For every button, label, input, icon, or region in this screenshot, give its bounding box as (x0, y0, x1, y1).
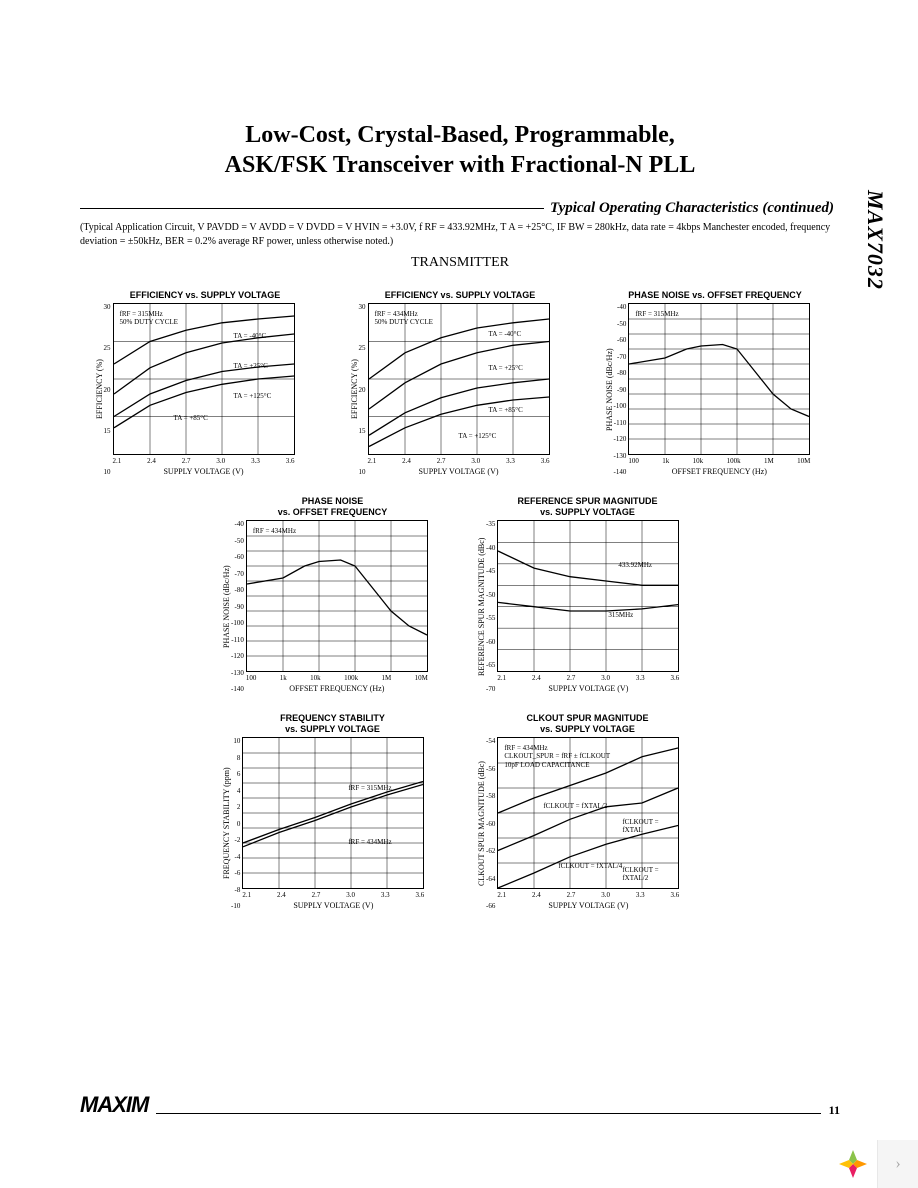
y-axis-ticks: 3025201510 (104, 303, 113, 476)
x-axis-label: OFFSET FREQUENCY (Hz) (246, 682, 428, 693)
maxim-logo: MAXIM (80, 1092, 148, 1118)
y-axis-label: PHASE NOISE (dBc/Hz) (603, 303, 614, 476)
plot-area: fRF = 434MHz (246, 520, 428, 672)
plot-area: fRF = 315MHz 50% DUTY CYCLETA = -40°CTA … (113, 303, 295, 455)
subtitle-row: Typical Operating Characteristics (conti… (80, 200, 840, 217)
test-conditions: (Typical Application Circuit, V PAVDD = … (80, 221, 840, 249)
viewer-widget: › (829, 1140, 918, 1188)
x-axis-ticks: 2.12.42.73.03.33.6 (497, 889, 679, 899)
chart-3: PHASE NOISE vs. OFFSET FREQUENCYPHASE NO… (220, 496, 445, 693)
footer-rule (156, 1113, 820, 1114)
chart-body: EFFICIENCY (%)3025201510fRF = 315MHz 50%… (93, 303, 318, 476)
viewer-logo-icon[interactable] (829, 1140, 877, 1188)
y-axis-ticks: 1086420-2-4-6-8-10 (231, 737, 242, 910)
section-subtitle: Typical Operating Characteristics (conti… (544, 200, 840, 217)
next-page-button[interactable]: › (877, 1140, 918, 1188)
chart-1: EFFICIENCY vs. SUPPLY VOLTAGEEFFICIENCY … (348, 279, 573, 476)
y-axis-ticks: -35-40-45-50-55-60-65-70 (486, 520, 497, 693)
y-axis-ticks: -40-50-60-70-80-90-100-110-120-130-140 (614, 303, 629, 476)
x-axis-label: SUPPLY VOLTAGE (V) (113, 465, 295, 476)
x-axis-label: SUPPLY VOLTAGE (V) (242, 899, 424, 910)
page-title: Low-Cost, Crystal-Based, Programmable, A… (80, 120, 840, 180)
chart-body: PHASE NOISE (dBc/Hz)-40-50-60-70-80-90-1… (603, 303, 828, 476)
chart-body: FREQUENCY STABILITY (ppm)1086420-2-4-6-8… (220, 737, 445, 910)
chart-title: FREQUENCY STABILITY vs. SUPPLY VOLTAGE (220, 713, 445, 735)
subtitle-rule-left (80, 208, 544, 209)
chart-title: REFERENCE SPUR MAGNITUDE vs. SUPPLY VOLT… (475, 496, 700, 518)
chart-title: EFFICIENCY vs. SUPPLY VOLTAGE (93, 279, 318, 301)
chart-title: PHASE NOISE vs. OFFSET FREQUENCY (603, 279, 828, 301)
x-axis-ticks: 1001k10k100k1M10M (246, 672, 428, 682)
x-axis-ticks: 2.12.42.73.03.33.6 (368, 455, 550, 465)
chart-body: EFFICIENCY (%)3025201510fRF = 434MHz 50%… (348, 303, 573, 476)
x-axis-ticks: 2.12.42.73.03.33.6 (497, 672, 679, 682)
layout-spacer (90, 713, 190, 714)
chart-title: PHASE NOISE vs. OFFSET FREQUENCY (220, 496, 445, 518)
y-axis-label: PHASE NOISE (dBc/Hz) (220, 520, 231, 693)
x-axis-ticks: 1001k10k100k1M10M (628, 455, 810, 465)
plot-area: fRF = 315MHzfRF = 434MHz (242, 737, 424, 889)
title-line-2: ASK/FSK Transceiver with Fractional-N PL… (225, 152, 696, 178)
y-axis-ticks: -40-50-60-70-80-90-100-110-120-130-140 (231, 520, 246, 693)
x-axis-label: OFFSET FREQUENCY (Hz) (628, 465, 810, 476)
page-content: Low-Cost, Crystal-Based, Programmable, A… (80, 120, 840, 910)
x-axis-label: SUPPLY VOLTAGE (V) (368, 465, 550, 476)
layout-spacer (90, 496, 190, 497)
plot-area: fRF = 315MHz (628, 303, 810, 455)
chart-title: CLKOUT SPUR MAGNITUDE vs. SUPPLY VOLTAGE (475, 713, 700, 735)
layout-spacer (730, 713, 830, 714)
y-axis-ticks: 3025201510 (359, 303, 368, 476)
x-axis-ticks: 2.12.42.73.03.33.6 (113, 455, 295, 465)
x-axis-ticks: 2.12.42.73.03.33.6 (242, 889, 424, 899)
y-axis-ticks: -54-56-58-60-62-64-66 (486, 737, 497, 910)
page-footer: MAXIM 11 (80, 1092, 840, 1118)
y-axis-label: EFFICIENCY (%) (93, 303, 104, 476)
chart-5: FREQUENCY STABILITY vs. SUPPLY VOLTAGEFR… (220, 713, 445, 910)
chart-title: EFFICIENCY vs. SUPPLY VOLTAGE (348, 279, 573, 301)
charts-grid: EFFICIENCY vs. SUPPLY VOLTAGEEFFICIENCY … (80, 279, 840, 910)
y-axis-label: EFFICIENCY (%) (348, 303, 359, 476)
chart-body: REFERENCE SPUR MAGNITUDE (dBc)-35-40-45-… (475, 520, 700, 693)
chart-2: PHASE NOISE vs. OFFSET FREQUENCYPHASE NO… (603, 279, 828, 476)
y-axis-label: FREQUENCY STABILITY (ppm) (220, 737, 231, 910)
chart-4: REFERENCE SPUR MAGNITUDE vs. SUPPLY VOLT… (475, 496, 700, 693)
plot-area: 433.92MHz315MHz (497, 520, 679, 672)
chart-0: EFFICIENCY vs. SUPPLY VOLTAGEEFFICIENCY … (93, 279, 318, 476)
y-axis-label: REFERENCE SPUR MAGNITUDE (dBc) (475, 520, 486, 693)
part-number-sidebar: MAX7032 (862, 190, 888, 290)
x-axis-label: SUPPLY VOLTAGE (V) (497, 899, 679, 910)
layout-spacer (730, 496, 830, 497)
plot-area: fRF = 434MHz CLKOUT_SPUR = fRF ± fCLKOUT… (497, 737, 679, 889)
chart-body: PHASE NOISE (dBc/Hz)-40-50-60-70-80-90-1… (220, 520, 445, 693)
chart-body: CLKOUT SPUR MAGNITUDE (dBc)-54-56-58-60-… (475, 737, 700, 910)
page-number: 11 (829, 1103, 840, 1118)
title-line-1: Low-Cost, Crystal-Based, Programmable, (245, 122, 675, 148)
x-axis-label: SUPPLY VOLTAGE (V) (497, 682, 679, 693)
plot-area: fRF = 434MHz 50% DUTY CYCLETA = -40°CTA … (368, 303, 550, 455)
transmitter-label: TRANSMITTER (80, 255, 840, 271)
y-axis-label: CLKOUT SPUR MAGNITUDE (dBc) (475, 737, 486, 910)
chart-6: CLKOUT SPUR MAGNITUDE vs. SUPPLY VOLTAGE… (475, 713, 700, 910)
